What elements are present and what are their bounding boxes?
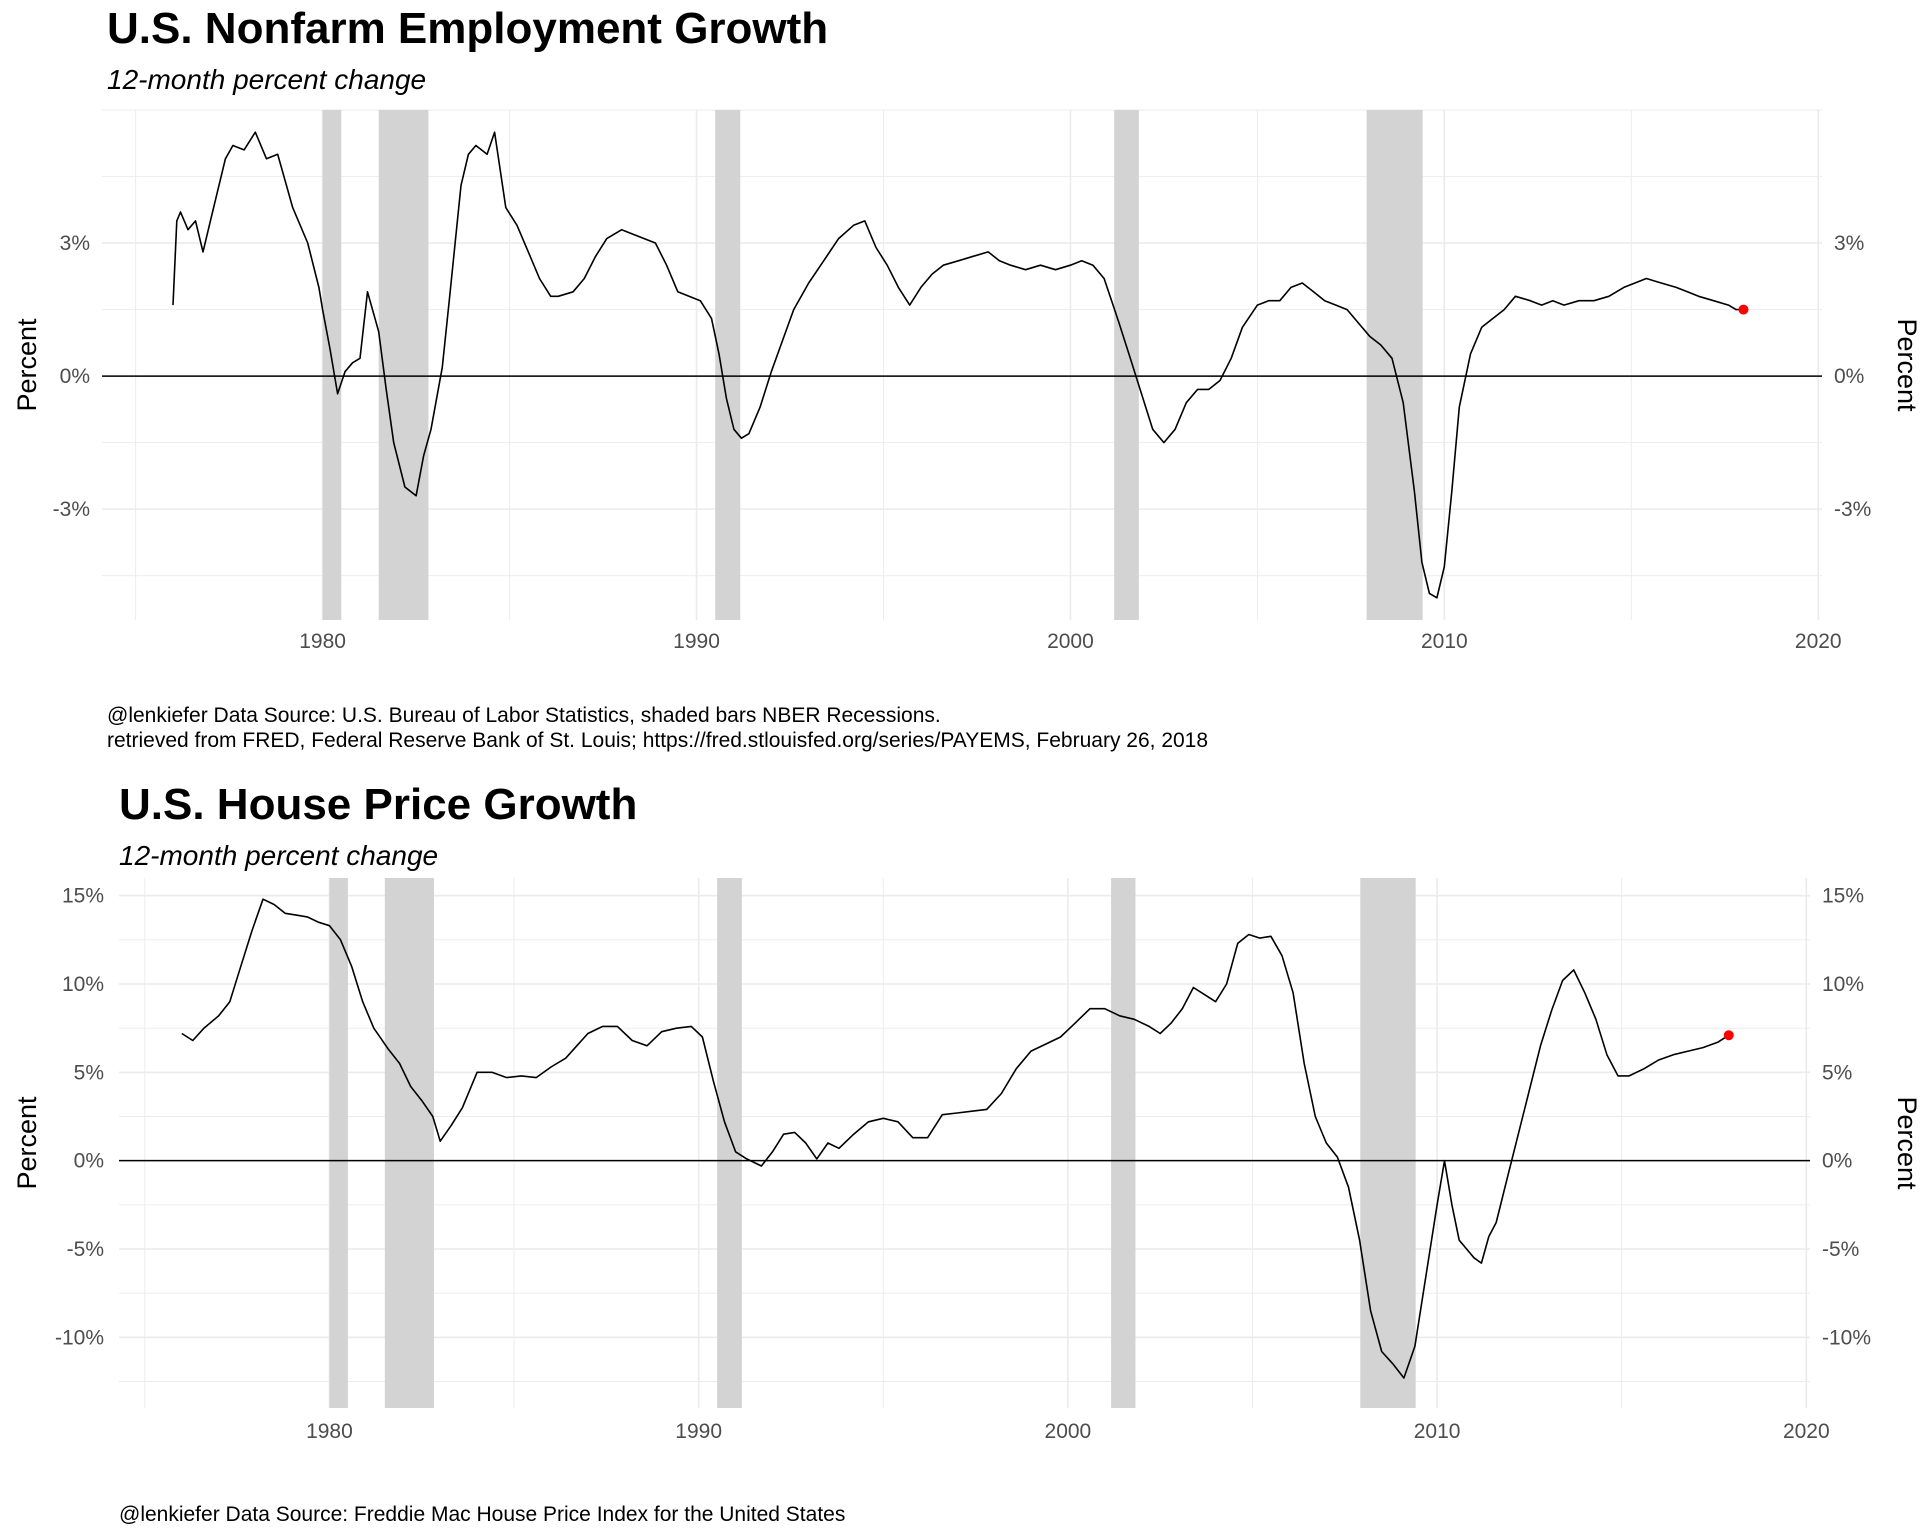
last-value-point <box>1723 1030 1734 1041</box>
y-tick-label-right: 15% <box>1822 885 1864 908</box>
employment-growth-plot: 1980 1990 2000 2010 2020 -3% -3% 0% 0% 3% 3% Percen… <box>12 109 1920 653</box>
y-tick-label-right: 3% <box>1834 232 1864 255</box>
y-tick-label-left: 15% <box>62 885 104 908</box>
x-tick-label: 1990 <box>673 630 720 653</box>
y-tick-label-left: 10% <box>62 973 104 996</box>
x-tick-label: 2020 <box>1783 1420 1830 1443</box>
y-tick-label-left: 0% <box>74 1150 104 1173</box>
x-tick-label: 2000 <box>1047 630 1094 653</box>
y-axis-title-right: Percent <box>1892 318 1920 412</box>
y-tick-label-left: 0% <box>60 365 90 388</box>
house-price-chart-panel: U.S. House Price Growth 12-month percent… <box>0 768 1920 1536</box>
chart-caption: @lenkiefer Data Source: U.S. Bureau of L… <box>107 703 1208 753</box>
y-tick-label-right: 0% <box>1834 365 1864 388</box>
last-value-point <box>1738 304 1749 315</box>
recession-bar <box>378 110 429 620</box>
chart-caption: @lenkiefer Data Source: Freddie Mac Hous… <box>119 1502 845 1527</box>
y-axis-title-left: Percent <box>12 318 42 412</box>
y-tick-label-left: -10% <box>55 1326 104 1349</box>
y-tick-label-right: 10% <box>1822 973 1864 996</box>
y-tick-label-left: 5% <box>74 1061 104 1084</box>
y-axis-title-right: Percent <box>1892 1096 1920 1190</box>
y-tick-label-left: -3% <box>53 498 90 521</box>
recession-bar <box>715 110 741 620</box>
recession-bar <box>1114 110 1139 620</box>
recession-bar <box>329 878 348 1408</box>
series-line <box>172 131 1744 599</box>
employment-chart-panel: U.S. Nonfarm Employment Growth 12-month … <box>12 4 1920 753</box>
y-tick-label-right: -5% <box>1822 1238 1859 1261</box>
house-price-growth-plot: 1980 1990 2000 2010 2020 -10% -10% -5% -5% 0% 0% 5%… <box>12 878 1920 1443</box>
series-line <box>181 898 1730 1379</box>
recession-bar <box>1360 878 1416 1408</box>
x-tick-label: 2000 <box>1045 1420 1092 1443</box>
y-tick-label-right: -10% <box>1822 1326 1871 1349</box>
caption-line: @lenkiefer Data Source: U.S. Bureau of L… <box>107 704 941 727</box>
caption-line: retrieved from FRED, Federal Reserve Ban… <box>107 729 1209 752</box>
chart-subtitle: 12-month percent change <box>107 64 427 95</box>
x-tick-label: 2020 <box>1795 630 1842 653</box>
y-tick-label-right: -3% <box>1834 498 1871 521</box>
recession-bar <box>384 878 434 1408</box>
y-tick-label-right: 5% <box>1822 1061 1852 1084</box>
y-tick-label-left: 3% <box>60 232 90 255</box>
recession-bar <box>1111 878 1136 1408</box>
x-tick-label: 1980 <box>299 630 346 653</box>
recession-bar <box>717 878 742 1408</box>
chart-title: U.S. House Price Growth <box>119 780 638 829</box>
x-tick-label: 1990 <box>675 1420 722 1443</box>
chart-subtitle: 12-month percent change <box>119 840 439 871</box>
x-tick-label: 2010 <box>1421 630 1468 653</box>
x-tick-label: 2010 <box>1414 1420 1461 1443</box>
y-tick-label-left: -5% <box>67 1238 104 1261</box>
y-axis-title-left: Percent <box>12 1096 42 1190</box>
chart-title: U.S. Nonfarm Employment Growth <box>107 4 829 53</box>
caption-line: @lenkiefer Data Source: Freddie Mac Hous… <box>119 1503 846 1526</box>
y-tick-label-right: 0% <box>1822 1150 1852 1173</box>
recession-bar <box>1366 110 1423 620</box>
x-tick-label: 1980 <box>306 1420 353 1443</box>
